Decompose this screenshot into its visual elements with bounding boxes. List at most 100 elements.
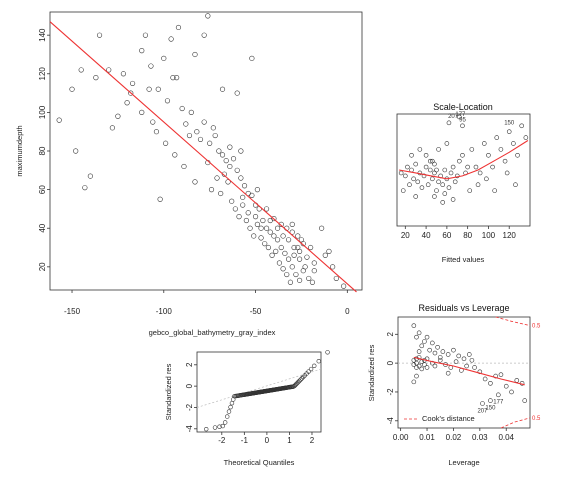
- main-y-tick-label: 40: [38, 223, 47, 232]
- qq-point: [296, 379, 301, 385]
- main-data-point: [225, 179, 231, 185]
- main-data-point: [240, 194, 246, 200]
- main-x-tick-label: 0: [345, 307, 350, 316]
- main-data-point: [201, 32, 207, 38]
- leverage-point: [414, 334, 419, 340]
- scale-location-point: [498, 147, 504, 152]
- regression-line: [49, 21, 357, 293]
- leverage-point: [440, 349, 446, 354]
- cooks-contour-label-upper: 0.5: [532, 324, 541, 330]
- main-y-tick-label: 100: [38, 105, 47, 119]
- main-data-point: [263, 206, 270, 212]
- main-data-point: [280, 233, 286, 239]
- main-data-point: [241, 183, 248, 189]
- main-data-point: [175, 24, 182, 31]
- main-data-point: [161, 55, 167, 61]
- scale-location-point: [430, 176, 435, 182]
- main-data-point: [341, 283, 347, 289]
- main-data-point: [330, 264, 336, 270]
- qq-y-tick-label: -4: [185, 425, 194, 433]
- main-data-point: [260, 217, 266, 224]
- main-data-point: [254, 187, 260, 193]
- scale-location-point: [425, 182, 431, 188]
- main-data-point: [304, 254, 310, 260]
- scale-location-plot: Scale-Location Fitted values 20 40 60 80 100…: [396, 102, 531, 264]
- main-data-point: [251, 233, 257, 239]
- qq-y-tick-label: 2: [185, 362, 194, 367]
- main-data-point: [186, 132, 193, 139]
- main-data-point: [285, 256, 292, 262]
- main-data-point: [174, 75, 180, 81]
- scale-location-point: [452, 179, 458, 185]
- leverage-point: [419, 343, 425, 349]
- leverage-y-tick-label: 2: [386, 332, 395, 337]
- main-data-point: [96, 32, 103, 38]
- main-data-point: [245, 210, 251, 216]
- scale-location-point: [432, 194, 437, 199]
- main-data-point: [139, 109, 145, 115]
- scale-location-point: [411, 176, 416, 182]
- qq-point: [306, 369, 311, 374]
- main-data-point: [208, 187, 215, 193]
- scale-location-point: [442, 191, 448, 196]
- scale-location-point: [473, 164, 479, 170]
- main-data-point: [274, 237, 281, 243]
- qq-y-label: Standardized res: [164, 363, 173, 420]
- main-data-point: [197, 136, 204, 143]
- main-data-point: [93, 75, 99, 81]
- main-data-point: [157, 196, 163, 202]
- main-data-point: [219, 152, 226, 158]
- leverage-point: [416, 349, 422, 354]
- main-data-point: [216, 148, 222, 154]
- leverage-point: [498, 372, 504, 377]
- main-data-point: [311, 268, 317, 274]
- main-data-point: [234, 167, 240, 173]
- leverage-point: [416, 330, 422, 336]
- main-x-tick-label: -50: [250, 307, 262, 316]
- main-data-point: [297, 277, 303, 283]
- qq-point: [204, 426, 209, 432]
- main-data-point: [289, 229, 295, 235]
- scale-location-point: [403, 173, 408, 179]
- leverage-y-label: Standardized res: [367, 344, 376, 401]
- scale-location-point: [486, 152, 491, 158]
- main-data-point: [238, 175, 244, 181]
- scale-location-point: [444, 141, 450, 146]
- main-data-point: [333, 275, 339, 282]
- main-data-point: [163, 140, 169, 146]
- leverage-x-tick-label: 0.03: [472, 433, 488, 442]
- main-y-tick-label: 20: [38, 262, 47, 271]
- scale-location-point-label: 150: [504, 121, 515, 127]
- qq-point: [226, 409, 232, 414]
- scale-location-point: [481, 141, 487, 146]
- leverage-point: [488, 381, 493, 386]
- scale-location-point: [513, 182, 518, 188]
- leverage-point: [445, 370, 451, 376]
- scale-location-point: [457, 114, 462, 120]
- main-data-point: [234, 90, 240, 96]
- main-data-point: [146, 86, 152, 92]
- leverage-point: [427, 347, 432, 353]
- qq-reference-line: [196, 368, 322, 408]
- scale-location-point: [523, 135, 529, 140]
- main-data-point: [254, 221, 260, 227]
- main-data-point: [311, 260, 317, 266]
- qq-x-tick-label: 1: [287, 436, 292, 445]
- scale-location-frame: [396, 113, 531, 227]
- scale-location-point: [417, 147, 423, 152]
- leverage-x-label: Leverage: [448, 458, 479, 467]
- scale-location-point: [460, 123, 465, 129]
- scale-location-point: [475, 182, 481, 188]
- main-data-point: [128, 90, 134, 96]
- scale-location-smooth-line: [399, 140, 529, 180]
- qq-point: [222, 420, 228, 425]
- main-data-point: [267, 229, 273, 235]
- main-data-point: [181, 163, 187, 170]
- leverage-point: [411, 362, 417, 367]
- leverage-point: [522, 398, 528, 403]
- main-data-point: [243, 217, 249, 224]
- main-y-axis-label: maximumdepth: [15, 125, 24, 176]
- leverage-x-tick-label: 0.01: [419, 433, 435, 442]
- leverage-point-label: 177: [493, 400, 504, 406]
